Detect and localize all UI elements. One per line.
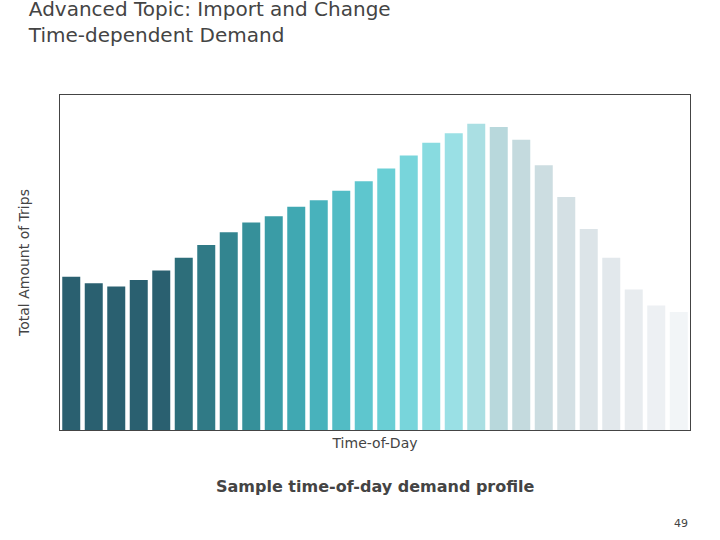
svg-text:Total Amount of Trips: Total Amount of Trips <box>16 189 32 337</box>
svg-text:Advanced Topic: Import and Cha: Advanced Topic: Import and ChangeTime-de… <box>28 0 391 47</box>
svg-text:Sample time-of-day demand prof: Sample time-of-day demand profile <box>216 477 535 496</box>
svg-text:Time-of-Day: Time-of-Day <box>332 435 418 451</box>
svg-text:49: 49 <box>674 517 688 530</box>
